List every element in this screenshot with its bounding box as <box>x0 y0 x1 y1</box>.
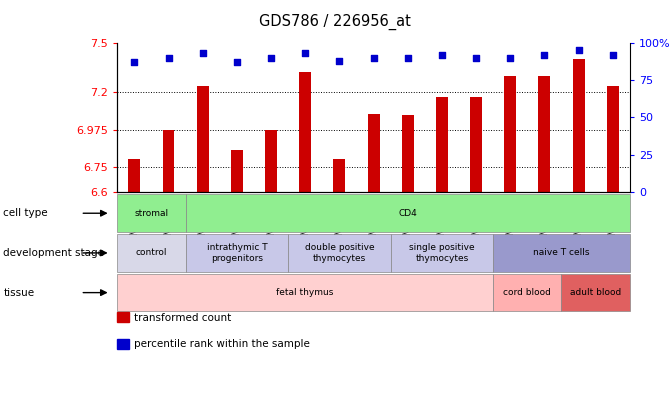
Bar <box>231 150 243 192</box>
Text: control: control <box>135 248 168 258</box>
Text: tissue: tissue <box>3 288 34 298</box>
Text: adult blood: adult blood <box>570 288 621 297</box>
Point <box>402 54 413 61</box>
Bar <box>334 159 345 192</box>
Bar <box>573 59 584 192</box>
Bar <box>505 76 516 192</box>
Point <box>232 59 243 65</box>
Text: stromal: stromal <box>135 209 168 218</box>
Bar <box>129 159 140 192</box>
Point <box>163 54 174 61</box>
Text: intrathymic T
progenitors: intrathymic T progenitors <box>206 243 267 262</box>
Point <box>470 54 481 61</box>
Bar <box>265 130 277 192</box>
Bar <box>163 130 174 192</box>
Bar <box>539 76 550 192</box>
Point <box>505 54 515 61</box>
Bar <box>607 86 618 192</box>
Text: development stage: development stage <box>3 248 105 258</box>
Bar <box>436 98 448 192</box>
Text: transformed count: transformed count <box>134 313 231 322</box>
Text: fetal thymus: fetal thymus <box>277 288 334 297</box>
Point <box>539 51 549 58</box>
Point <box>334 57 344 64</box>
Bar <box>470 98 482 192</box>
Text: double positive
thymocytes: double positive thymocytes <box>305 243 374 262</box>
Text: cell type: cell type <box>3 208 48 218</box>
Point <box>197 50 208 56</box>
Point <box>607 51 618 58</box>
Point <box>437 51 448 58</box>
Point <box>129 59 139 65</box>
Point <box>573 47 584 53</box>
Text: percentile rank within the sample: percentile rank within the sample <box>134 339 310 349</box>
Text: single positive
thymocytes: single positive thymocytes <box>409 243 474 262</box>
Point <box>299 50 310 56</box>
Text: CD4: CD4 <box>399 209 417 218</box>
Bar <box>368 114 379 192</box>
Point <box>265 54 276 61</box>
Bar <box>197 86 208 192</box>
Bar <box>402 115 413 192</box>
Bar <box>299 72 311 192</box>
Text: naive T cells: naive T cells <box>533 248 590 258</box>
Text: cord blood: cord blood <box>503 288 551 297</box>
Point <box>369 54 379 61</box>
Text: GDS786 / 226956_at: GDS786 / 226956_at <box>259 14 411 30</box>
